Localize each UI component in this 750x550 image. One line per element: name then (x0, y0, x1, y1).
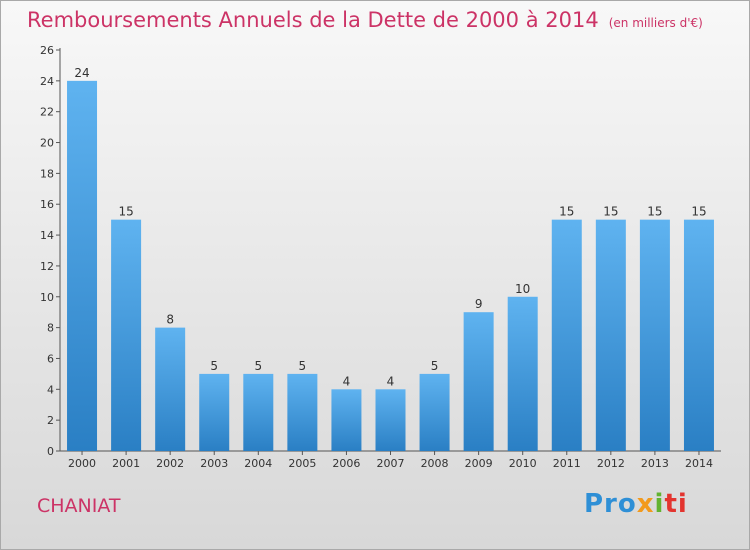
bar-2011 (551, 219, 582, 451)
x-tick-label: 2007 (377, 457, 405, 470)
bar-2008 (419, 373, 450, 451)
bar-2013 (639, 219, 670, 451)
bar-value-label: 8 (166, 313, 174, 327)
x-tick-label: 2004 (244, 457, 272, 470)
commune-name: CHANIAT (37, 495, 121, 517)
x-tick-label: 2001 (112, 457, 140, 470)
x-tick-label: 2005 (288, 457, 316, 470)
bars: 24 15 8 5 5 5 4 4 5 9 10 15 15 15 15 (67, 66, 714, 451)
bar-value-label: 15 (559, 205, 574, 219)
bar-value-label: 5 (431, 359, 439, 373)
bar-value-label: 15 (118, 205, 133, 219)
chart-title: Remboursements Annuels de la Dette de 20… (27, 8, 703, 32)
bar-value-label: 15 (691, 205, 706, 219)
y-tick-label: 12 (40, 260, 54, 273)
bar-value-label: 4 (343, 374, 351, 388)
logo-part-1: Pro (584, 489, 637, 519)
bar-2001 (111, 219, 142, 451)
bar-2014 (683, 219, 714, 451)
bar-2002 (155, 327, 186, 451)
x-tick-label: 2003 (200, 457, 228, 470)
y-tick-label: 14 (40, 229, 54, 242)
bar-2009 (463, 312, 494, 451)
bar-value-label: 9 (475, 297, 483, 311)
x-tick-label: 2012 (597, 457, 625, 470)
y-tick-label: 0 (47, 445, 54, 458)
bar-2006 (331, 389, 362, 451)
y-tick-label: 22 (40, 106, 54, 119)
bar-value-label: 10 (515, 282, 530, 296)
y-tick-label: 2 (47, 414, 54, 427)
x-tick-label: 2011 (553, 457, 581, 470)
logo-part-3: i (654, 489, 665, 519)
x-tick-label: 2006 (332, 457, 360, 470)
y-tick-label: 26 (40, 44, 54, 57)
x-tick-label: 2002 (156, 457, 184, 470)
logo-part-4: ti (664, 489, 688, 519)
proxiti-logo: Proxiti (584, 489, 688, 519)
y-tick-label: 16 (40, 198, 54, 211)
bar-2007 (375, 389, 406, 451)
y-tick-label: 8 (47, 322, 54, 335)
bar-value-label: 15 (603, 205, 618, 219)
bar-2000 (67, 80, 98, 451)
bar-2005 (287, 373, 318, 451)
bar-value-label: 5 (299, 359, 307, 373)
x-tick-label: 2014 (685, 457, 713, 470)
bar-2003 (199, 373, 230, 451)
x-tick-label: 2013 (641, 457, 669, 470)
bar-2010 (507, 296, 538, 451)
bar-value-label: 15 (647, 205, 662, 219)
x-tick-label: 2010 (509, 457, 537, 470)
x-tick-label: 2000 (68, 457, 96, 470)
chart-title-text: Remboursements Annuels de la Dette de 20… (27, 8, 599, 32)
chart-unit: (en milliers d'€) (608, 16, 703, 30)
y-tick-label: 4 (47, 383, 54, 396)
y-tick-label: 24 (40, 75, 54, 88)
y-tick-label: 6 (47, 352, 54, 365)
x-tick-label: 2009 (465, 457, 493, 470)
bar-value-label: 24 (74, 66, 89, 80)
y-tick-label: 20 (40, 137, 54, 150)
bar-2004 (243, 373, 274, 451)
bar-value-label: 5 (210, 359, 218, 373)
bar-value-label: 5 (254, 359, 262, 373)
x-tick-label: 2008 (421, 457, 449, 470)
bar-value-label: 4 (387, 374, 395, 388)
y-tick-label: 18 (40, 167, 54, 180)
bar-2012 (595, 219, 626, 451)
logo-part-2: x (636, 489, 655, 519)
y-tick-label: 10 (40, 291, 54, 304)
